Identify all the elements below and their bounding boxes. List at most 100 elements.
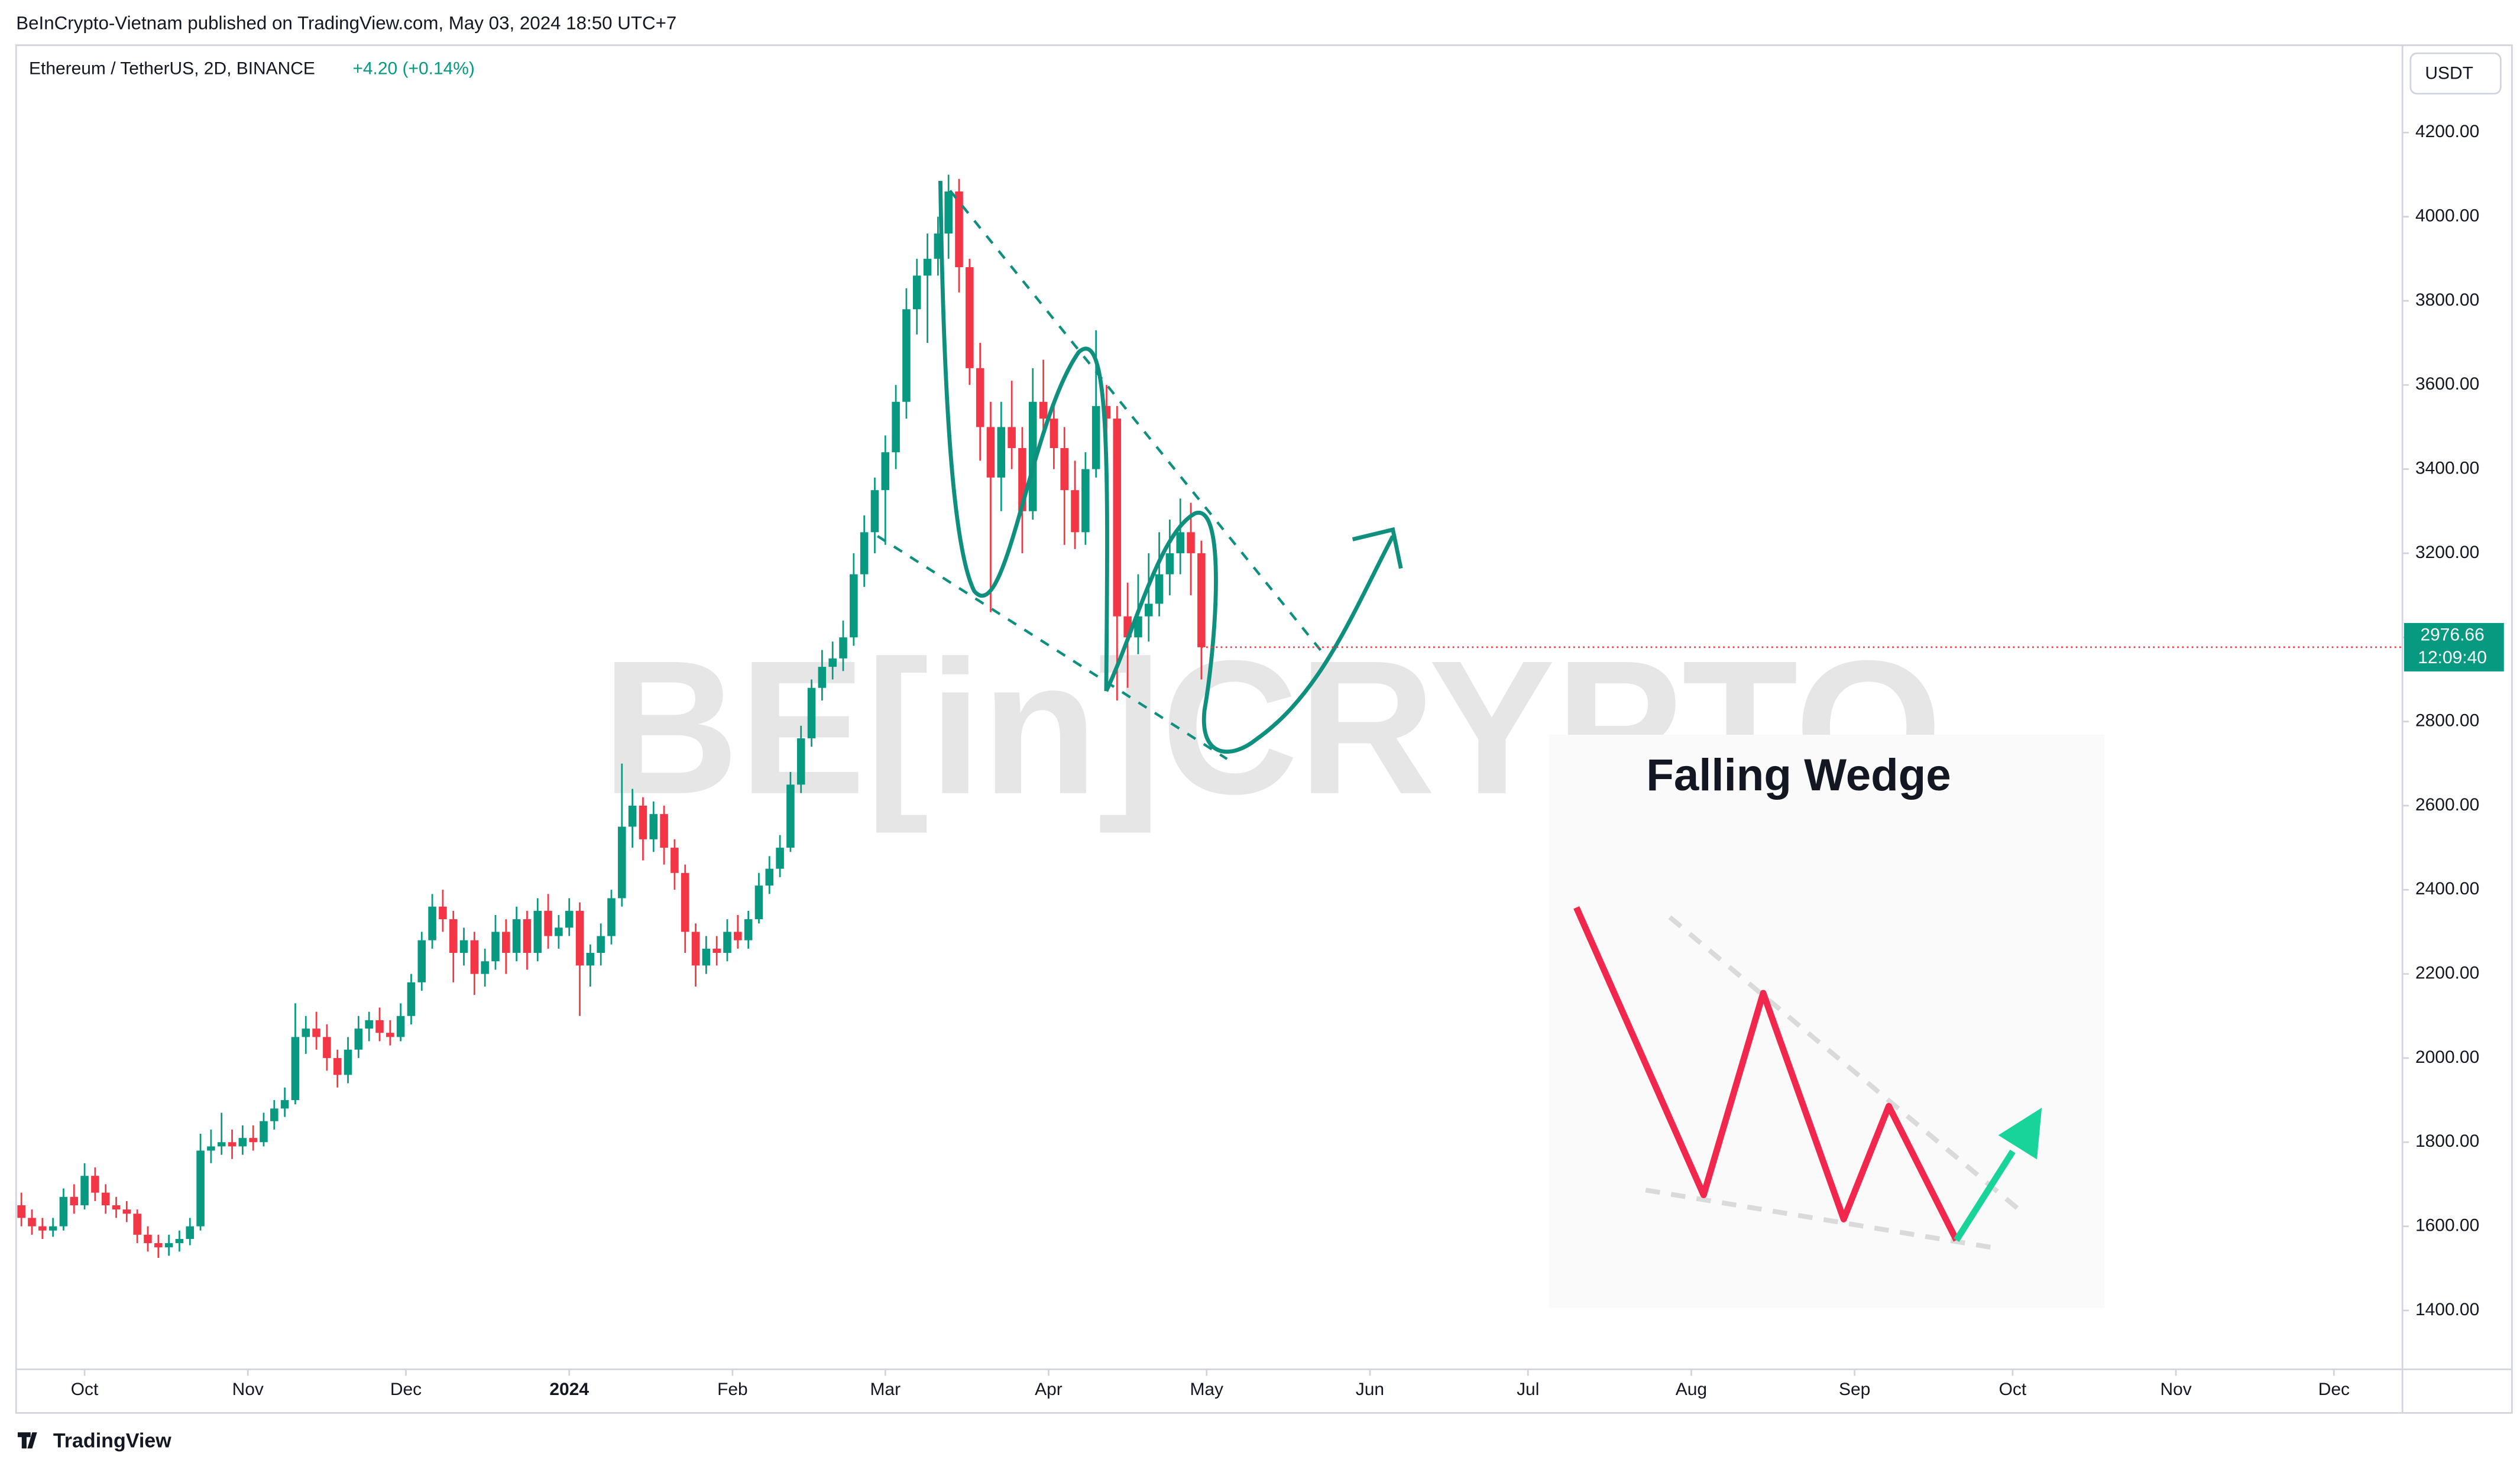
y-tick-label: 2400.00 (2415, 879, 2479, 898)
x-tick-label: 2024 (549, 1380, 589, 1399)
inset-arrow (1954, 1149, 2016, 1242)
x-tick-label: Aug (1676, 1380, 1707, 1399)
footer-brand: TradingView (53, 1429, 171, 1452)
candle-body (133, 1214, 141, 1235)
candle-body (723, 932, 731, 953)
candle-body (354, 1029, 363, 1050)
candle-body (586, 953, 595, 966)
candle-body (17, 1205, 25, 1218)
candle-body (523, 919, 532, 953)
annotation-title: Falling Wedge (1646, 750, 1951, 800)
y-tick-label: 1800.00 (2415, 1131, 2479, 1151)
candle-body (154, 1243, 163, 1248)
candle-body (923, 258, 932, 276)
candle-body (828, 658, 837, 667)
currency-button[interactable] (2409, 52, 2502, 95)
candle-body (955, 191, 963, 268)
candle-body (565, 910, 574, 928)
inset-zigzag (1573, 906, 1959, 1242)
candle-body (1113, 419, 1122, 617)
change-legend: +4.20 (+0.14%) (352, 59, 474, 78)
candle-body (122, 1209, 131, 1214)
candle-body (91, 1176, 99, 1193)
y-tick-label: 2600.00 (2415, 795, 2479, 815)
candle-body (744, 919, 753, 940)
candle-body (575, 910, 584, 966)
candle-body (417, 940, 426, 982)
candle-body (249, 1138, 257, 1143)
x-tick-label: Nov (232, 1380, 264, 1399)
candle-body (333, 1057, 342, 1075)
candle-body (1155, 574, 1164, 604)
candle-body (207, 1146, 215, 1151)
candle-body (217, 1142, 226, 1147)
candle-body (186, 1226, 195, 1239)
candle-body (850, 574, 858, 638)
published-text: BeInCrypto-Vietnam published on TradingV… (16, 12, 676, 33)
y-tick-label: 3200.00 (2415, 543, 2479, 562)
candle-body (470, 940, 479, 974)
x-tick-label: Oct (1999, 1380, 2027, 1399)
x-tick-label: Feb (717, 1380, 748, 1399)
y-tick-label: 2000.00 (2415, 1047, 2479, 1067)
candle-body (628, 805, 637, 827)
candle-body (1187, 532, 1195, 553)
candle-body (1071, 490, 1079, 533)
candle-body (1050, 419, 1058, 449)
candle-body (312, 1029, 320, 1037)
frame (15, 44, 2513, 1414)
candle-body (902, 309, 911, 402)
candle-body (618, 826, 626, 898)
candle-body (639, 805, 647, 839)
candle-body (80, 1176, 89, 1206)
candle-body (1144, 604, 1153, 617)
footer-logo: TradingView (17, 1429, 171, 1452)
candle-body (649, 814, 658, 839)
candle-body (681, 872, 689, 932)
candle-body (175, 1238, 184, 1244)
y-tick-label: 4000.00 (2415, 206, 2479, 226)
candle-body (459, 940, 468, 953)
candle-body (881, 452, 890, 491)
candle-body (1028, 401, 1037, 511)
y-tick-label: 1400.00 (2415, 1300, 2479, 1319)
candle-body (986, 427, 995, 478)
candle-body (407, 982, 416, 1016)
candle-body (101, 1192, 110, 1206)
currency-label[interactable]: USDT (2425, 64, 2473, 83)
x-tick-label: Dec (2318, 1380, 2350, 1399)
wave-curve (938, 180, 1109, 692)
logo-icon (17, 1432, 37, 1449)
x-tick-label: May (1190, 1380, 1223, 1399)
x-tick-label: Jul (1517, 1380, 1539, 1399)
candle-body (1008, 427, 1016, 449)
candle-body (1197, 553, 1206, 647)
symbol-legend: Ethereum / TetherUS, 2D, BINANCE (29, 59, 315, 78)
x-tick-label: Apr (1035, 1380, 1063, 1399)
candle-body (1176, 532, 1184, 553)
candle-body (1081, 469, 1090, 533)
candle-body (765, 868, 774, 886)
candle-body (238, 1138, 247, 1147)
candle-body (323, 1037, 331, 1058)
candle-body (892, 401, 900, 453)
candle-body (1060, 448, 1068, 491)
candle-body (702, 948, 711, 966)
candle-body (491, 932, 500, 962)
candle-body (302, 1029, 310, 1037)
candle-body (428, 906, 436, 940)
candle-body (870, 490, 879, 533)
candle-body (533, 910, 542, 953)
y-tick-label: 3400.00 (2415, 459, 2479, 478)
y-tick-label: 4200.00 (2415, 122, 2479, 141)
arrow-head (1352, 527, 1403, 569)
candle-body (712, 948, 721, 953)
candle-body (502, 932, 510, 953)
candle-body (112, 1205, 121, 1210)
candle-body (607, 898, 616, 936)
falling-wedge-inset: Falling Wedge (1549, 734, 2105, 1308)
candle-body (966, 267, 974, 368)
inset-arrow-head (1998, 1108, 2042, 1160)
inset-background (1549, 734, 2105, 1308)
